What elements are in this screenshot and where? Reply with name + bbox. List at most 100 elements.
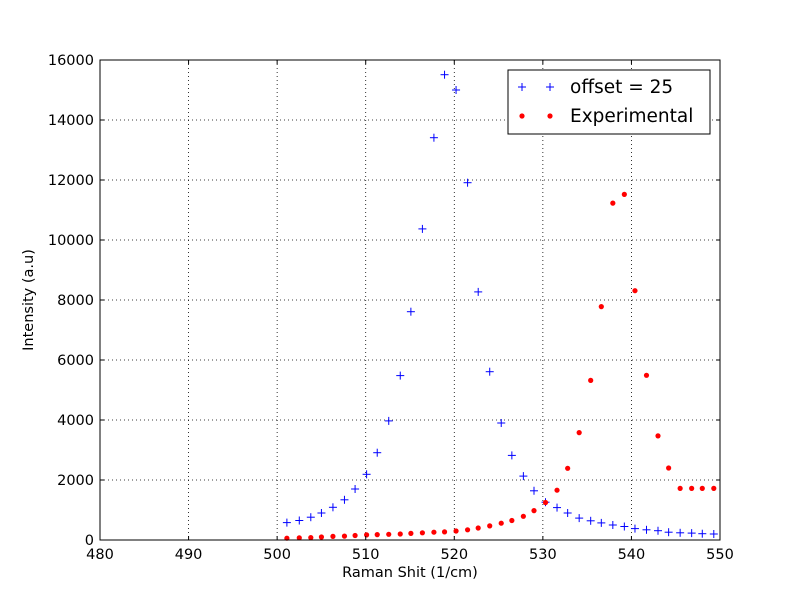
data-point	[364, 532, 370, 538]
x-tick-label: 510	[352, 547, 380, 563]
data-point	[497, 419, 506, 427]
data-point	[429, 133, 438, 142]
data-point	[621, 191, 627, 197]
data-point	[575, 514, 584, 523]
y-tick-label: 12000	[48, 173, 94, 189]
data-point	[507, 451, 516, 460]
y-tick-label: 6000	[57, 353, 94, 369]
data-point	[654, 526, 662, 535]
data-point	[352, 532, 358, 539]
data-point	[598, 304, 604, 310]
data-point	[530, 486, 538, 495]
data-point	[419, 530, 425, 536]
data-point	[452, 86, 461, 94]
legend: offset = 25 Experimental	[507, 69, 711, 135]
legend-box	[507, 69, 711, 135]
data-point	[330, 533, 336, 540]
data-series	[282, 70, 718, 541]
data-point	[676, 528, 685, 537]
data-point	[487, 523, 493, 529]
legend-marker	[519, 113, 525, 119]
data-point	[485, 367, 494, 376]
y-tick-label: 0	[85, 533, 94, 549]
data-point	[519, 472, 528, 481]
data-point	[328, 503, 337, 512]
data-point	[711, 485, 717, 491]
data-point	[531, 508, 537, 514]
legend-entry: offset = 25	[518, 77, 673, 98]
data-point	[408, 530, 414, 537]
data-point	[586, 516, 595, 525]
x-tick-label: 540	[618, 547, 646, 563]
x-tick-label: 530	[529, 547, 557, 563]
data-point	[418, 224, 427, 233]
data-point	[509, 517, 515, 524]
x-tick-label: 520	[440, 547, 468, 563]
data-point	[698, 529, 707, 538]
data-point	[406, 307, 415, 316]
data-point	[340, 495, 349, 504]
data-point	[374, 532, 380, 538]
data-point	[362, 470, 371, 479]
x-tick-label: 550	[706, 547, 734, 563]
data-point	[588, 377, 594, 383]
data-point	[397, 531, 403, 537]
data-point	[563, 509, 572, 517]
data-point	[295, 516, 304, 525]
data-point	[453, 528, 459, 534]
series-plus	[282, 70, 718, 538]
y-axis-label: Intensity (a.u)	[21, 249, 37, 351]
y-tick-label: 16000	[48, 53, 94, 69]
data-point	[632, 288, 638, 294]
data-point	[655, 433, 661, 439]
legend-marker	[546, 83, 554, 91]
data-point	[317, 509, 326, 517]
data-point	[542, 499, 549, 506]
data-point	[666, 465, 672, 471]
data-point	[296, 535, 302, 541]
data-point	[341, 533, 348, 539]
data-point	[677, 485, 683, 491]
data-point	[475, 525, 481, 531]
axis-ticks: 480 490 500 510 520 530 540 550 0 2000 4000 6000 800…	[48, 53, 734, 563]
data-point	[610, 200, 616, 206]
data-point	[386, 531, 392, 537]
y-tick-label: 4000	[57, 413, 94, 429]
data-point	[553, 503, 562, 512]
data-point	[687, 529, 696, 538]
data-point	[689, 485, 695, 491]
x-axis-label: Raman Shit (1/cm)	[342, 565, 478, 581]
data-point	[308, 535, 314, 541]
data-point	[520, 513, 526, 519]
data-point	[282, 518, 291, 527]
data-point	[642, 525, 651, 534]
grid-lines	[100, 60, 720, 540]
x-tick-label: 480	[86, 547, 114, 563]
data-point	[306, 513, 315, 522]
data-point	[498, 520, 504, 526]
y-tick-label: 10000	[48, 233, 94, 249]
legend-marker	[547, 113, 553, 119]
data-point	[699, 485, 705, 491]
data-point	[620, 522, 629, 531]
data-point	[576, 430, 582, 436]
legend-label: offset = 25	[570, 77, 673, 98]
y-tick-label: 2000	[57, 473, 94, 489]
data-point	[373, 448, 382, 457]
legend-label: Experimental	[570, 106, 693, 127]
y-tick-label: 8000	[57, 293, 94, 309]
data-point	[463, 178, 472, 187]
series-dot	[284, 191, 717, 541]
legend-entry: Experimental	[519, 106, 693, 127]
data-point	[464, 527, 471, 533]
data-point	[384, 416, 393, 425]
data-point	[664, 528, 673, 537]
data-point	[608, 521, 617, 529]
x-tick-label: 500	[263, 547, 291, 563]
data-point	[630, 524, 639, 533]
data-point	[709, 530, 718, 538]
legend-marker	[518, 83, 526, 91]
data-point	[554, 487, 560, 493]
x-tick-label: 490	[175, 547, 203, 563]
